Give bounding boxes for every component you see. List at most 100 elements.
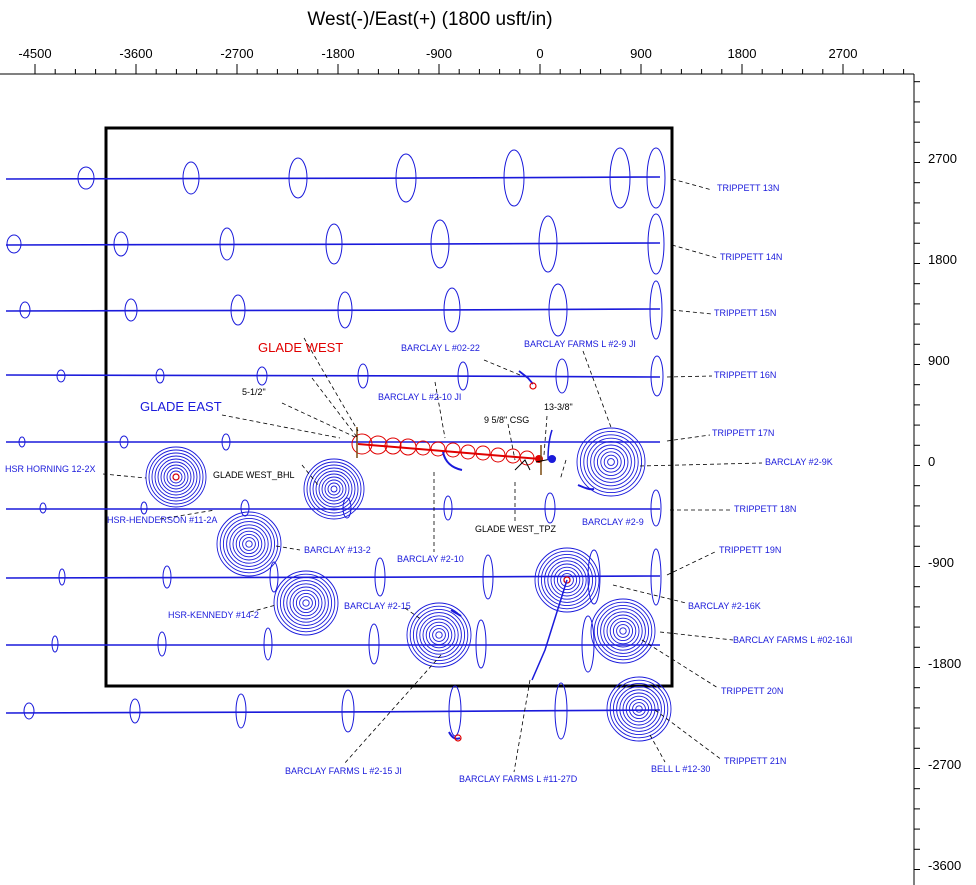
concentric-ring	[609, 679, 669, 739]
well-label-trippett-17n: TRIPPETT 17N	[712, 428, 774, 438]
concentric-ring	[600, 608, 646, 654]
uncertainty-ellipse	[39, 502, 47, 514]
concentric-ring	[245, 540, 253, 548]
concentric-ring	[145, 446, 207, 508]
uncertainty-ellipse	[548, 283, 568, 337]
uncertainty-ellipse	[650, 355, 664, 397]
uncertainty-ellipse	[475, 619, 487, 669]
leader-line	[639, 462, 763, 467]
concentric-ring	[619, 627, 627, 635]
leader-line	[303, 337, 359, 432]
x-tick-label: 0	[536, 46, 543, 61]
concentric-ring	[616, 686, 662, 732]
well-label-bell-12-30: BELL L #12-30	[651, 764, 710, 774]
well-label-hsr-horning: HSR HORNING 12-2X	[5, 464, 96, 474]
uncertainty-ellipse	[157, 631, 167, 657]
casing-label-5-1-2: 5-1/2"	[242, 387, 266, 397]
well-label-trippett-21n: TRIPPETT 21N	[724, 756, 786, 766]
well-label-barclay-2-9k: BARCLAY #2-9K	[765, 457, 833, 467]
uncertainty-ellipse	[162, 565, 172, 589]
uncertainty-ellipse	[357, 363, 369, 389]
concentric-ring	[607, 458, 615, 466]
concentric-ring	[603, 454, 619, 470]
concentric-ring	[435, 631, 443, 639]
leader-line	[311, 377, 358, 438]
concentric-ring	[324, 479, 344, 499]
subject-ellipse	[368, 435, 388, 455]
concentric-ring	[596, 604, 650, 658]
concentric-ring	[292, 589, 320, 617]
concentric-ring	[306, 461, 362, 517]
well-path	[518, 370, 534, 385]
subject-ellipse	[351, 433, 373, 455]
concentric-ring	[318, 473, 350, 505]
leader-line	[671, 309, 713, 315]
concentric-ring	[603, 611, 643, 651]
x-tick-label: -3600	[119, 46, 152, 61]
x-tick-label: -2700	[220, 46, 253, 61]
uncertainty-ellipse	[395, 153, 417, 203]
concentric-ring	[628, 698, 650, 720]
uncertainty-ellipse	[56, 369, 66, 383]
target-label-glade-east: GLADE EAST	[140, 399, 222, 414]
concentric-ring	[593, 601, 653, 661]
concentric-ring	[635, 705, 643, 713]
uncertainty-ellipse	[58, 568, 66, 586]
concentric-ring	[419, 615, 459, 655]
x-tick-label: -900	[426, 46, 452, 61]
well-label-barclay-13-2: BARCLAY #13-2	[304, 545, 371, 555]
uncertainty-ellipse	[649, 280, 663, 340]
concentric-ring	[157, 458, 195, 496]
offset-laterals	[5, 176, 661, 714]
concentric-ring	[330, 485, 338, 493]
well-label-trippett-15n: TRIPPETT 15N	[714, 308, 776, 318]
subject-lateral	[357, 443, 541, 460]
uncertainty-ellipse	[555, 358, 569, 394]
leader-line	[649, 734, 666, 763]
concentric-ring	[216, 511, 282, 577]
uncertainty-ellipse	[374, 557, 386, 597]
concentric-ring	[276, 573, 336, 633]
concentric-ring	[315, 470, 353, 508]
concentric-ring	[327, 482, 341, 496]
concentric-ring	[593, 444, 629, 480]
leader-line	[582, 350, 613, 431]
well-label-hsr-henderson: HSR-HENDERSON #11-2A	[107, 515, 217, 525]
concentric-ring	[406, 602, 472, 668]
uncertainty-ellipse	[23, 702, 35, 720]
offset-well-paths	[442, 370, 595, 742]
uncertainty-ellipse	[581, 615, 595, 673]
uncertainty-ellipse	[325, 223, 343, 265]
concentric-ring	[312, 467, 356, 511]
uncertainty-ellipse	[155, 368, 165, 384]
concentric-ring	[242, 537, 256, 551]
uncertainty-ellipse	[6, 234, 22, 254]
uncertainty-ellipse	[256, 366, 268, 386]
well-label-barclay-2-10: BARCLAY #2-10	[397, 554, 464, 564]
concentric-ring	[583, 434, 639, 490]
concentric-ring	[428, 624, 450, 646]
uncertainty-ellipse	[219, 227, 235, 261]
uncertainty-ellipse	[221, 433, 231, 451]
lateral-line	[5, 575, 661, 579]
x-tick-label: 1800	[728, 46, 757, 61]
well-path	[450, 609, 462, 617]
leader-line	[666, 550, 718, 576]
leader-line	[434, 381, 446, 439]
concentric-ring	[283, 580, 329, 626]
uncertainty-ellipse	[129, 698, 141, 724]
y-tick-label: 1800	[928, 252, 957, 267]
x-tick-label: -1800	[321, 46, 354, 61]
concentric-ring	[586, 437, 636, 487]
uncertainty-ellipse	[124, 298, 138, 322]
subject-ellipse	[490, 447, 506, 463]
vertical-well-clusters	[145, 427, 672, 742]
concentric-ring	[612, 682, 666, 736]
well-path	[448, 731, 461, 740]
uncertainty-ellipse	[457, 361, 469, 391]
lateral-line	[5, 308, 661, 312]
concentric-ring	[229, 524, 269, 564]
y-tick-label: -2700	[928, 757, 961, 772]
x-tick-label: -4500	[18, 46, 51, 61]
y-tick-label: 900	[928, 353, 950, 368]
